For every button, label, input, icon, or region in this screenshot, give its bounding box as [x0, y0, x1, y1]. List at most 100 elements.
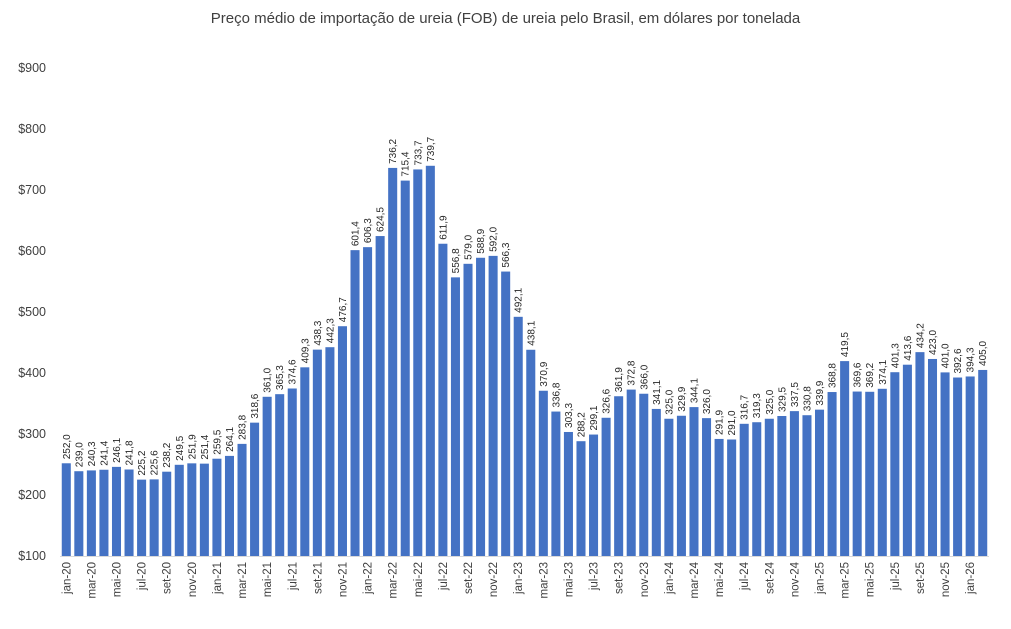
bar [551, 411, 561, 556]
data-label: 339,9 [815, 380, 826, 405]
data-label: 329,5 [777, 387, 788, 412]
bar [927, 358, 938, 556]
data-label: 288,2 [576, 412, 587, 437]
bar [325, 347, 335, 556]
bar [727, 439, 737, 556]
x-tick-label: mar-25 [840, 562, 852, 598]
y-tick-label: $200 [18, 488, 46, 502]
data-label: 369,6 [853, 362, 864, 387]
x-tick-label: nov-25 [940, 562, 952, 597]
bar [601, 417, 611, 556]
data-label: 438,3 [313, 320, 324, 345]
data-label: 592,0 [489, 226, 500, 251]
x-tick-label: set-21 [312, 562, 324, 594]
x-tick-label: jul-24 [739, 561, 751, 591]
data-label: 240,3 [87, 441, 98, 466]
data-label: 556,8 [451, 248, 462, 273]
bar [877, 388, 887, 556]
data-label: 579,0 [464, 234, 475, 259]
y-tick-label: $700 [18, 183, 46, 197]
bar [137, 479, 147, 556]
data-label: 423,0 [928, 330, 939, 355]
x-tick-label: set-24 [764, 561, 776, 594]
x-tick-label: mai-22 [413, 562, 425, 597]
bar [187, 463, 197, 556]
data-label: 715,4 [401, 151, 412, 176]
data-label: 249,5 [175, 435, 186, 460]
bar [890, 372, 900, 556]
y-tick-label: $500 [18, 305, 46, 319]
bar [86, 470, 96, 556]
data-label: 241,8 [125, 440, 136, 465]
x-tick-label: jan-23 [513, 562, 525, 595]
x-tick-label: mai-23 [563, 562, 575, 597]
data-label: 394,3 [966, 347, 977, 372]
bar [111, 466, 122, 556]
data-label: 365,3 [275, 365, 286, 390]
data-label: 238,2 [162, 442, 173, 467]
x-tick-label: nov-24 [789, 561, 801, 597]
data-label: 611,9 [438, 215, 449, 240]
bar [589, 434, 599, 556]
bar [965, 376, 975, 556]
data-label: 401,3 [890, 343, 901, 368]
bar [224, 455, 234, 556]
bar [563, 431, 573, 556]
x-tick-label: jan-22 [363, 562, 375, 595]
data-label: 283,8 [238, 414, 249, 439]
data-label: 264,1 [225, 426, 236, 451]
data-label: 413,6 [903, 335, 914, 360]
x-tick-label: jul-23 [589, 562, 601, 591]
bar [827, 392, 837, 556]
bar [262, 396, 272, 556]
bar [752, 422, 762, 556]
bar [413, 169, 423, 556]
data-label: 566,3 [501, 242, 512, 267]
data-label: 341,1 [652, 379, 663, 404]
data-label: 326,6 [602, 388, 613, 413]
bar [513, 316, 523, 556]
x-tick-label: mar-21 [237, 562, 249, 598]
data-label: 326,0 [702, 389, 713, 414]
x-tick-label: set-20 [162, 562, 174, 594]
bar [689, 407, 699, 556]
bar [425, 165, 435, 556]
bar [526, 349, 536, 556]
data-label: 337,5 [790, 382, 801, 407]
bar [865, 391, 875, 556]
data-label: 291,9 [715, 409, 726, 434]
x-tick-label: mar-20 [86, 562, 98, 598]
data-label: 325,0 [765, 389, 776, 414]
bar [538, 390, 548, 556]
data-label: 374,1 [878, 359, 889, 384]
x-tick-label: jan-24 [664, 561, 676, 595]
data-label: 624,5 [376, 207, 387, 232]
chart-title: Preço médio de importação de ureia (FOB)… [210, 10, 801, 27]
bar [400, 180, 410, 556]
bar [789, 411, 799, 556]
bar [312, 349, 322, 556]
bar [375, 236, 385, 556]
bar [714, 438, 724, 556]
data-label: 739,7 [426, 136, 437, 161]
data-label: 299,1 [589, 405, 600, 430]
x-tick-label: nov-23 [639, 562, 651, 597]
bar [664, 418, 674, 556]
x-tick-label: jan-20 [61, 562, 73, 595]
y-tick-label: $900 [18, 61, 46, 75]
bar [915, 352, 925, 556]
bar [337, 326, 347, 556]
x-tick-label: mai-25 [865, 562, 877, 597]
data-label: 239,0 [74, 442, 85, 467]
data-label: 225,6 [150, 450, 161, 475]
bar [940, 372, 950, 556]
data-label: 246,1 [112, 437, 123, 462]
x-tick-label: set-23 [614, 562, 626, 594]
data-label: 442,3 [325, 318, 336, 343]
bar [802, 415, 812, 556]
x-tick-label: mai-24 [714, 561, 726, 597]
data-label: 438,1 [526, 320, 537, 345]
x-tick-label: mai-21 [262, 562, 274, 597]
